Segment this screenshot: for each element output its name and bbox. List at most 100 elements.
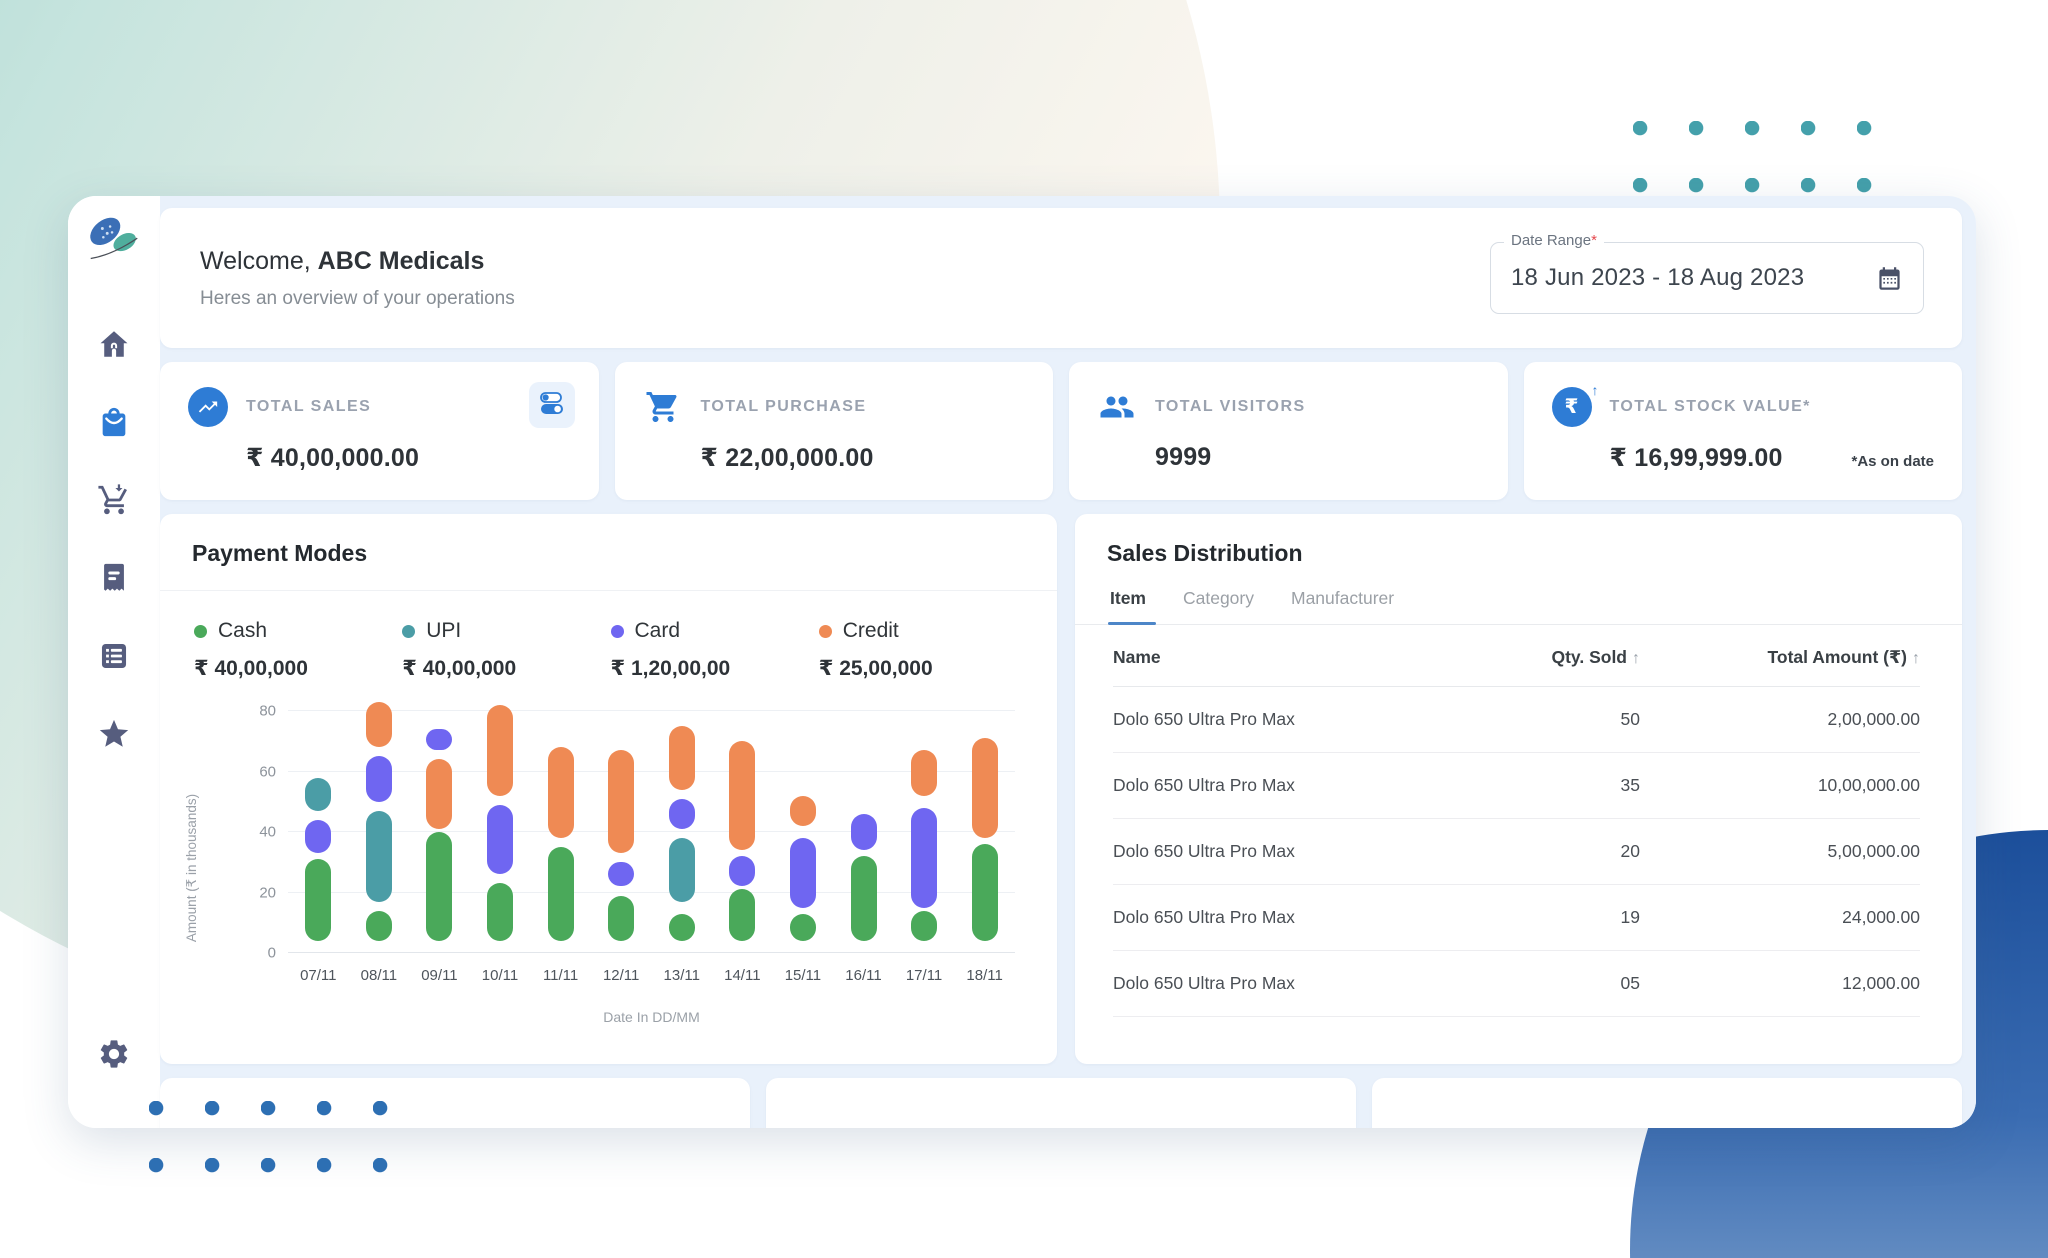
sales-filter-toggle-button[interactable] — [528, 382, 575, 428]
stat-value: ₹ 40,00,000.00 — [246, 444, 420, 472]
legend-amount: ₹ 40,00,000 — [194, 657, 308, 680]
divider — [160, 590, 1057, 591]
sidebar-item-favourites[interactable] — [94, 716, 134, 756]
cart-icon — [97, 483, 131, 522]
star-icon — [97, 717, 131, 756]
stat-card-total-visitors: TOTAL VISITORS 9999 — [1069, 362, 1508, 500]
sort-ascending-icon[interactable]: ↑ — [1912, 650, 1920, 667]
bar-segment-credit-11-11[interactable] — [547, 747, 574, 839]
bar-segment-card-16-11[interactable] — [850, 813, 877, 851]
bar-segment-upi-07-11[interactable] — [305, 777, 332, 811]
bar-segment-credit-10-11[interactable] — [487, 704, 514, 796]
bar-segment-cash-17-11[interactable] — [911, 910, 938, 941]
column-header-total-amount[interactable]: Total Amount (₹) ↑ — [1767, 647, 1920, 667]
bar-segment-cash-08-11[interactable] — [365, 910, 392, 941]
payment-modes-title: Payment Modes — [192, 540, 368, 566]
cell-total-amount: 2,00,000.00 — [1827, 709, 1920, 729]
date-range-value: 18 Jun 2023 - 18 Aug 2023 — [1511, 264, 1805, 291]
tab-manufacturer[interactable]: Manufacturer — [1291, 588, 1395, 608]
legend-amount: ₹ 40,00,000 — [402, 657, 517, 680]
date-range-label: Date Range* — [1504, 232, 1604, 249]
y-tick-label: 0 — [267, 944, 276, 962]
legend-item-card[interactable]: Card ₹ 1,20,00,00 — [610, 619, 819, 681]
tab-category[interactable]: Category — [1182, 588, 1254, 608]
bar-segment-card-09-11[interactable] — [426, 729, 453, 751]
sidebar-item-settings[interactable] — [94, 1036, 134, 1076]
legend-item-credit[interactable]: Credit ₹ 25,00,000 — [818, 619, 1027, 681]
bar-segment-card-17-11[interactable] — [911, 807, 938, 908]
bar-segment-cash-18-11[interactable] — [971, 844, 998, 941]
bar-segment-card-14-11[interactable] — [729, 856, 756, 887]
gridline — [288, 831, 1015, 832]
bar-segment-card-12-11[interactable] — [608, 862, 635, 887]
cell-qty-sold: 35 — [1620, 775, 1640, 795]
payment-chart-plot: 0 20 40 60 80 — [259, 701, 1015, 962]
y-tick-label: 60 — [259, 763, 276, 780]
sidebar-item-sales[interactable] — [94, 404, 134, 444]
stat-value: ₹ 16,99,999.00 — [1609, 444, 1783, 472]
bar-segment-credit-18-11[interactable] — [971, 738, 998, 839]
bar-segment-credit-15-11[interactable] — [789, 795, 816, 826]
bar-segment-cash-14-11[interactable] — [729, 889, 756, 941]
sort-ascending-icon[interactable]: ↑ — [1632, 650, 1640, 667]
bar-segment-upi-13-11[interactable] — [668, 838, 695, 902]
cell-name: Dolo 650 Ultra Pro Max — [1113, 973, 1295, 993]
rupee-stock-icon: ₹ ↑ — [1551, 382, 1599, 427]
sidebar-item-purchase[interactable] — [94, 482, 134, 522]
bar-segment-credit-08-11[interactable] — [365, 701, 392, 748]
bar-segment-credit-13-11[interactable] — [668, 726, 695, 790]
x-tick-label: 16/11 — [845, 967, 882, 984]
bar-segment-cash-10-11[interactable] — [487, 883, 514, 941]
bar-segment-credit-12-11[interactable] — [608, 750, 635, 854]
payment-modes-card: Payment Modes Cash ₹ 40,00,000 UPI ₹ 40,… — [160, 514, 1057, 1064]
bar-segment-card-13-11[interactable] — [668, 798, 695, 829]
legend-item-upi[interactable]: UPI ₹ 40,00,000 — [402, 619, 610, 681]
bar-segment-cash-09-11[interactable] — [426, 832, 453, 941]
cell-total-amount: 24,000.00 — [1842, 907, 1920, 927]
decorative-blue-dots — [149, 1101, 421, 1215]
cell-name: Dolo 650 Ultra Pro Max — [1113, 709, 1295, 729]
bar-segment-card-08-11[interactable] — [365, 756, 392, 802]
sidebar-item-home[interactable] — [94, 326, 134, 366]
calendar-icon[interactable] — [1876, 265, 1903, 292]
bar-segment-cash-11-11[interactable] — [547, 847, 574, 941]
bar-segment-credit-09-11[interactable] — [426, 759, 453, 829]
column-header-qty-sold[interactable]: Qty. Sold ↑ — [1551, 647, 1640, 667]
cell-qty-sold: 50 — [1620, 709, 1640, 729]
x-tick-label: 08/11 — [360, 967, 398, 984]
stat-card-total-stock-value: ₹ ↑ TOTAL STOCK VALUE* ₹ 16,99,999.00 *As… — [1523, 362, 1962, 500]
bar-segment-upi-08-11[interactable] — [365, 810, 392, 902]
purchase-cart-icon — [643, 387, 683, 427]
tab-item[interactable]: Item — [1108, 588, 1156, 625]
people-icon — [1097, 387, 1137, 427]
page-subtitle: Heres an overview of your operations — [200, 287, 515, 309]
legend-item-cash[interactable]: Cash ₹ 40,00,000 — [194, 619, 402, 681]
bar-segment-card-10-11[interactable] — [487, 804, 514, 875]
date-range-field[interactable]: Date Range* 18 Jun 2023 - 18 Aug 2023 — [1490, 232, 1924, 314]
bar-segment-cash-13-11[interactable] — [668, 913, 695, 941]
payment-legend: Cash ₹ 40,00,000 UPI ₹ 40,00,000 Card ₹ … — [160, 591, 1057, 681]
x-tick-label: 07/11 — [300, 967, 337, 984]
sidebar-item-inventory[interactable] — [94, 638, 134, 678]
stat-value: 9999 — [1155, 443, 1212, 471]
bar-segment-cash-12-11[interactable] — [608, 895, 635, 941]
cell-total-amount: 5,00,000.00 — [1827, 841, 1920, 861]
gridline — [288, 952, 1015, 953]
stat-label: TOTAL PURCHASE — [700, 398, 867, 415]
bar-segment-cash-07-11[interactable] — [305, 859, 332, 941]
y-tick-label: 80 — [259, 702, 276, 720]
payment-chart: Amount (₹ in thousands) 0 20 40 60 80 07/11 0… — [184, 701, 1015, 1025]
sidebar-item-bills[interactable] — [94, 560, 134, 600]
cell-qty-sold: 19 — [1620, 907, 1640, 927]
bar-segment-credit-14-11[interactable] — [729, 741, 756, 851]
legend-label: Card — [634, 619, 681, 642]
cell-name: Dolo 650 Ultra Pro Max — [1113, 775, 1295, 795]
bar-segment-credit-17-11[interactable] — [911, 750, 938, 796]
bar-segment-cash-15-11[interactable] — [789, 913, 816, 941]
cash-legend-dot — [194, 624, 207, 638]
bar-segment-card-07-11[interactable] — [305, 819, 332, 854]
bar-segment-cash-16-11[interactable] — [850, 856, 877, 941]
cell-total-amount: 10,00,000.00 — [1817, 775, 1920, 795]
bar-segment-card-15-11[interactable] — [789, 838, 816, 908]
